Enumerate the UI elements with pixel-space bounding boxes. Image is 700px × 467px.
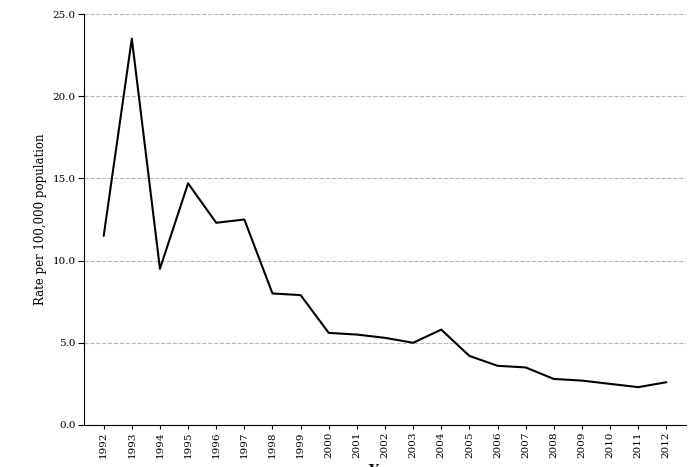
X-axis label: Year: Year <box>368 464 402 467</box>
Y-axis label: Rate per 100,000 population: Rate per 100,000 population <box>34 134 47 305</box>
